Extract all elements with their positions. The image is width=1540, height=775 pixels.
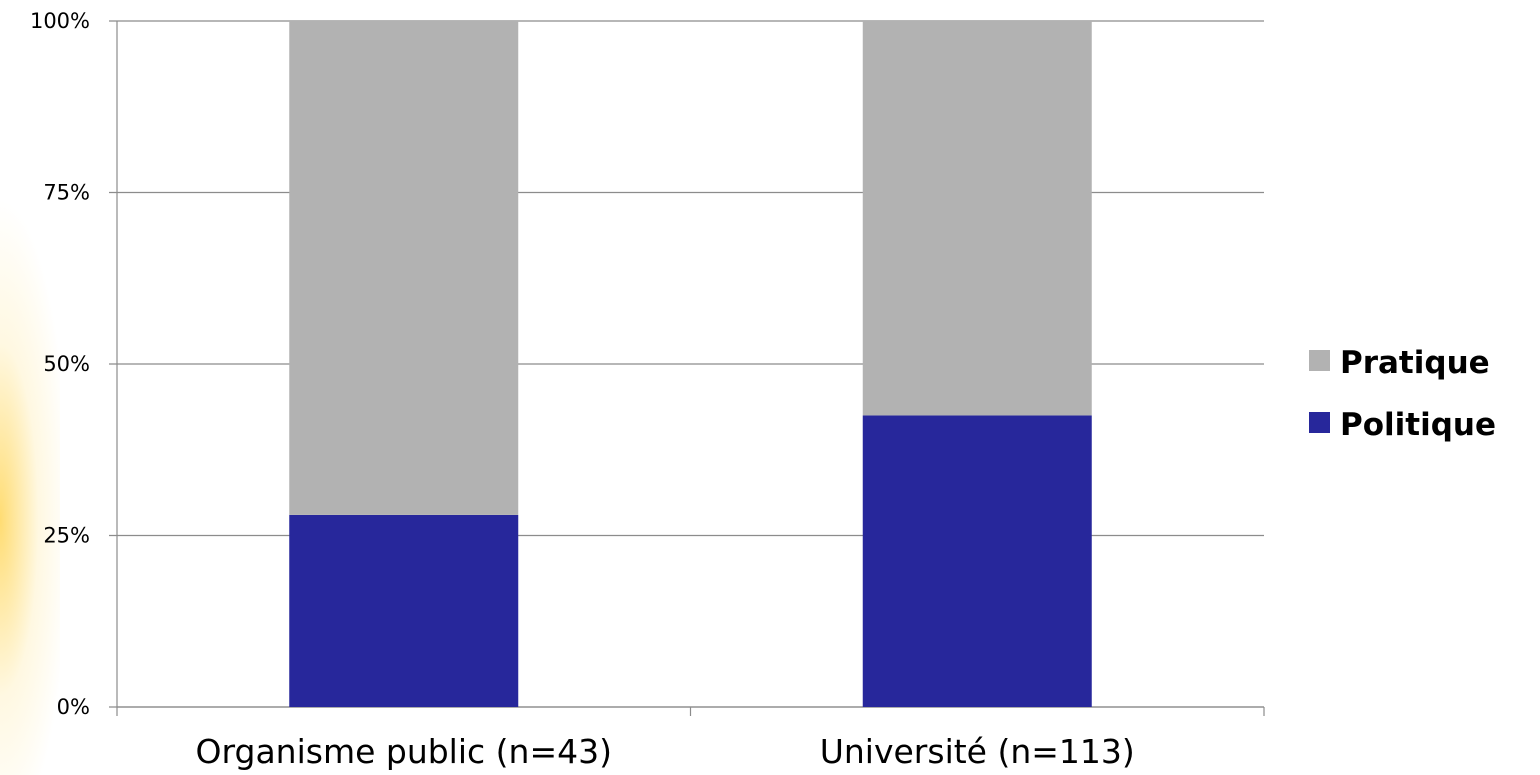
bar-politique-2 — [862, 415, 1092, 707]
legend-swatch-pratique — [1309, 350, 1330, 371]
y-tick-label: 0% — [57, 695, 90, 719]
x-category-label: Organisme public (n=43) — [196, 732, 612, 771]
legend-label: Politique — [1340, 407, 1496, 443]
y-tick-label: 75% — [43, 181, 90, 205]
bar-pratique-2 — [862, 21, 1092, 416]
y-tick-label: 50% — [43, 352, 90, 376]
bar-politique-1 — [289, 514, 519, 707]
y-tick-label: 100% — [30, 9, 90, 33]
legend-label: Pratique — [1340, 345, 1490, 381]
legend-swatch-politique — [1309, 412, 1330, 433]
bar-pratique-1 — [289, 21, 519, 515]
x-category-label: Université (n=113) — [820, 732, 1135, 771]
y-tick-label: 25% — [43, 524, 90, 548]
